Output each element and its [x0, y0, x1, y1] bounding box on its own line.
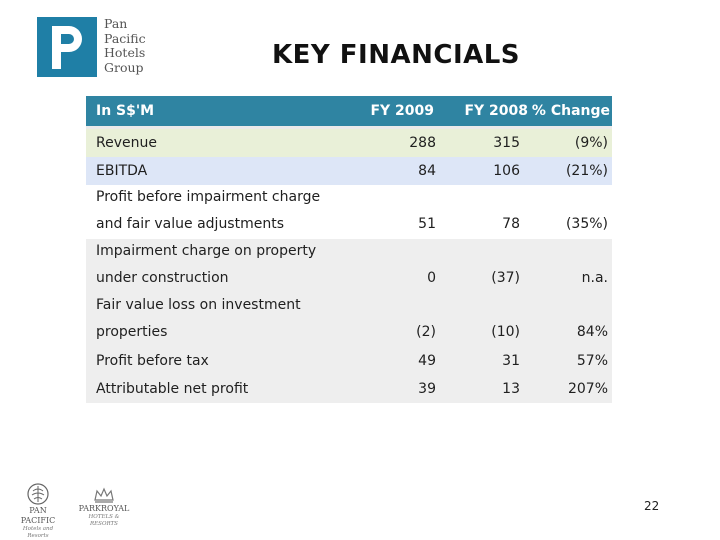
fy2009-value: (2)	[416, 324, 436, 340]
header-fy2008: FY 2008	[464, 103, 528, 119]
page-number: 22	[644, 499, 660, 513]
change-value: n.a.	[581, 270, 608, 286]
table-header-row: In S$'M FY 2009 FY 2008 % Change	[86, 96, 612, 126]
change-value: 84%	[576, 324, 608, 340]
row-label: Impairment charge on property	[96, 243, 317, 259]
fy2008-value: 31	[502, 353, 520, 369]
pan-pacific-logo: PAN PACIFIC Hotels and Resorts	[12, 482, 64, 540]
brand-sub: HOTELS & RESORTS	[88, 514, 120, 527]
fy2008-value: 78	[502, 216, 520, 232]
row-label: EBITDA	[96, 163, 148, 179]
header-fy2009: FY 2009	[370, 103, 434, 119]
fy2009-value: 84	[418, 163, 436, 179]
row-label-continued: properties	[96, 324, 168, 340]
fy2008-value: 315	[493, 135, 520, 151]
change-value: (35%)	[565, 216, 608, 232]
logo-line: Pan	[104, 16, 128, 31]
fy2009-value: 288	[409, 135, 436, 151]
row-label: Profit before impairment charge	[96, 189, 321, 205]
parkroyal-logo: PARKROYAL HOTELS & RESORTS	[74, 486, 134, 528]
brand-name: PAN PACIFIC	[20, 506, 56, 525]
parkroyal-crown-icon	[94, 487, 114, 503]
row-label: Fair value loss on investment	[96, 297, 301, 313]
fy2009-value: 0	[427, 270, 436, 286]
header-currency: In S$'M	[96, 103, 155, 119]
row-label: Profit before tax	[96, 353, 209, 369]
row-label: Revenue	[96, 135, 157, 151]
fy2009-value: 39	[418, 381, 436, 397]
table-row: Attributable net profit 39 13 207%	[86, 375, 612, 403]
brand-sub: Hotels and Resorts	[22, 526, 54, 539]
logo-line: Hotels	[104, 45, 146, 60]
change-value: (9%)	[574, 135, 608, 151]
table-row: Profit before tax 49 31 57%	[86, 347, 612, 375]
fy2008-value: 106	[493, 163, 520, 179]
table-row: EBITDA 84 106 (21%)	[86, 157, 612, 185]
fy2008-value: (10)	[491, 324, 520, 340]
logo-p-icon	[37, 17, 97, 77]
table-row: Fair value loss on investment properties…	[86, 293, 612, 347]
header-change: % Change	[531, 103, 610, 119]
fy2009-value: 49	[418, 353, 436, 369]
header-divider	[86, 126, 612, 129]
pan-pacific-emblem-icon	[27, 483, 49, 505]
change-value: (21%)	[565, 163, 608, 179]
logo-text: Pan Pacific Hotels Group	[104, 16, 146, 75]
fy2008-value: 13	[502, 381, 520, 397]
table-row: Impairment charge on property under cons…	[86, 239, 612, 293]
financials-table: In S$'M FY 2009 FY 2008 % Change Revenue…	[86, 96, 612, 403]
logo-line: Group	[104, 59, 144, 75]
company-logo: Pan Pacific Hotels Group	[37, 16, 146, 77]
logo-line: Pacific	[104, 30, 146, 46]
row-label-continued: and fair value adjustments	[96, 216, 285, 232]
table-row: Revenue 288 315 (9%)	[86, 129, 612, 157]
change-value: 57%	[576, 353, 608, 369]
brand-name: PARKROYAL	[78, 504, 130, 513]
fy2009-value: 51	[418, 216, 436, 232]
page-title: KEY FINANCIALS	[272, 40, 521, 70]
change-value: 207%	[567, 381, 608, 397]
row-label-continued: under construction	[96, 270, 229, 286]
row-label: Attributable net profit	[96, 381, 249, 397]
table-row: Profit before impairment charge and fair…	[86, 185, 612, 239]
fy2008-value: (37)	[491, 270, 520, 286]
